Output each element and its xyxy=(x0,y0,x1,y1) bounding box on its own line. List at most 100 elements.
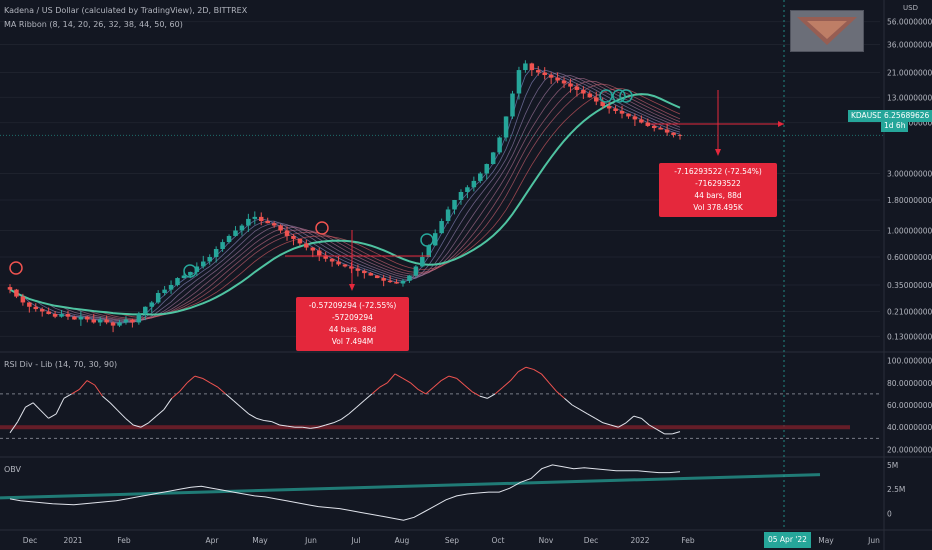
obv-legend[interactable]: OBV xyxy=(4,465,22,474)
rsi-segment xyxy=(564,397,573,406)
candle xyxy=(458,191,464,200)
candle xyxy=(310,247,316,251)
time-tick-label: 2021 xyxy=(63,536,82,545)
candle xyxy=(368,273,374,276)
rsi-segment xyxy=(225,393,234,401)
candle xyxy=(39,309,45,312)
time-tick-label: May xyxy=(252,536,268,545)
candle xyxy=(452,199,457,210)
rsi-segment xyxy=(556,391,565,399)
candle xyxy=(471,180,477,188)
measure-top-arrowhead xyxy=(778,121,784,127)
candle xyxy=(220,242,225,250)
candle xyxy=(181,275,187,279)
rsi-segment xyxy=(155,409,165,417)
candle xyxy=(188,271,193,276)
candle xyxy=(233,230,238,236)
rsi-segment xyxy=(248,413,257,419)
price-tick-label: 8.00000000 xyxy=(887,119,932,128)
rsi-segment xyxy=(648,424,658,430)
candle xyxy=(658,128,663,130)
rsi-segment xyxy=(32,402,42,411)
date-marker: 05 Apr '22 xyxy=(764,532,811,548)
candle xyxy=(639,119,644,123)
candle xyxy=(626,113,631,117)
candle xyxy=(548,75,554,78)
time-tick-label: Nov xyxy=(539,536,554,545)
signal-circle xyxy=(619,89,633,103)
rsi-segment xyxy=(618,422,627,428)
candle xyxy=(130,319,135,323)
rsi-segment xyxy=(641,417,650,426)
rsi-segment xyxy=(94,384,103,397)
candle xyxy=(123,319,129,323)
rsi-tick-label: 60.00000000 xyxy=(887,401,932,410)
rsi-segment xyxy=(271,421,280,426)
candle xyxy=(439,221,444,234)
time-tick-label: Jun xyxy=(867,536,880,545)
ma-line xyxy=(9,78,681,322)
price-tick-label: 3.00000000 xyxy=(887,169,932,178)
candle xyxy=(387,280,393,283)
candle xyxy=(381,278,386,281)
rsi-segment xyxy=(494,386,504,395)
rsi-segment xyxy=(386,373,396,384)
candle xyxy=(59,314,64,317)
candle xyxy=(52,314,58,317)
rsi-tick-label: 80.00000000 xyxy=(887,379,932,388)
time-tick-label: Aug xyxy=(395,536,410,545)
rsi-segment xyxy=(456,377,465,386)
candle xyxy=(213,249,219,258)
measure-top-bars: 44 bars, 88d xyxy=(694,191,742,200)
measure-bottom-change: -0.57209294 (-72.55%) -57209294 xyxy=(308,301,397,322)
rsi-segment xyxy=(633,415,642,419)
logo-triangle-icon xyxy=(797,17,857,45)
rsi-segment xyxy=(25,402,34,408)
time-tick-label: 2022 xyxy=(630,536,649,545)
rsi-segment xyxy=(479,395,488,399)
rsi-segment xyxy=(317,424,326,428)
signal-circle xyxy=(612,89,626,103)
rsi-segment xyxy=(109,402,119,411)
ma-ribbon-legend[interactable]: MA Ribbon (8, 14, 20, 26, 32, 38, 44, 50… xyxy=(4,20,183,29)
rsi-segment xyxy=(571,404,581,410)
rsi-segment xyxy=(264,420,272,423)
signal-circle xyxy=(420,233,434,247)
candle xyxy=(78,316,84,320)
rsi-segment xyxy=(487,393,496,399)
candle xyxy=(143,306,148,315)
obv-tick-label: 5M xyxy=(887,461,898,470)
rsi-segment xyxy=(410,382,419,390)
candle xyxy=(20,296,26,303)
candle xyxy=(349,266,354,269)
measure-top-change: -7.16293522 (-72.54%) -716293522 xyxy=(674,167,762,188)
rsi-tick-label: 20.00000000 xyxy=(887,445,932,454)
rsi-segment xyxy=(240,406,250,415)
measure-box-top[interactable]: -7.16293522 (-72.54%) -716293522 44 bars… xyxy=(659,163,777,217)
candle xyxy=(168,284,174,290)
last-price-tag: 6.25689626 xyxy=(881,110,932,122)
candle xyxy=(407,275,412,281)
price-tick-label: 0.21000000 xyxy=(887,307,932,316)
rsi-segment xyxy=(186,375,196,384)
rsi-legend[interactable]: RSI Div - Lib (14, 70, 30, 90) xyxy=(4,360,118,369)
candle xyxy=(65,314,71,317)
rsi-segment xyxy=(148,415,157,424)
time-tick-label: Feb xyxy=(681,536,695,545)
measure-box-bottom[interactable]: -0.57209294 (-72.55%) -57209294 44 bars,… xyxy=(296,297,409,351)
candle xyxy=(342,264,348,267)
candle xyxy=(497,137,502,153)
rsi-segment xyxy=(325,422,334,426)
candle xyxy=(226,235,232,243)
price-tick-label: 1.00000000 xyxy=(887,226,932,235)
rsi-segment xyxy=(363,393,373,401)
rsi-segment xyxy=(209,382,219,388)
candle xyxy=(374,275,380,279)
candle xyxy=(619,110,625,114)
candle xyxy=(632,116,638,120)
rsi-segment xyxy=(464,384,473,393)
candle xyxy=(329,258,335,262)
candle xyxy=(149,302,154,307)
